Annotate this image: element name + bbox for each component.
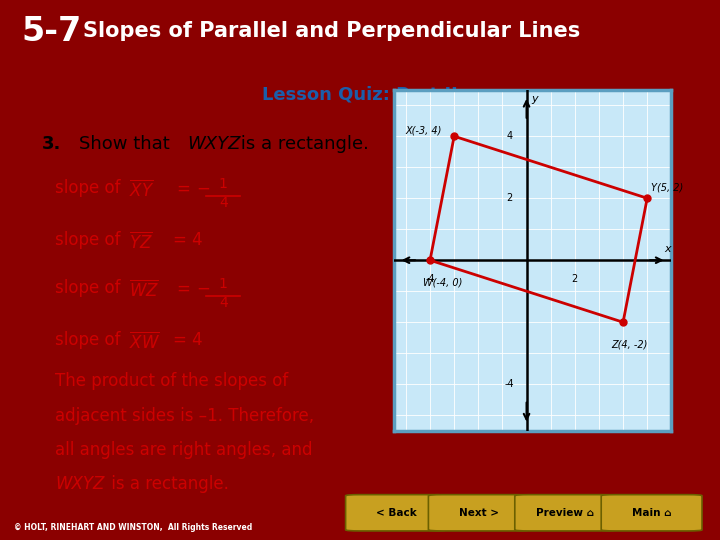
Text: -4: -4 [505,379,515,389]
Text: WXYZ: WXYZ [187,136,241,153]
Text: The product of the slopes of: The product of the slopes of [55,373,289,390]
Text: $= -$: $= -$ [173,279,210,297]
Text: © HOLT, RINEHART AND WINSTON,  All Rights Reserved: © HOLT, RINEHART AND WINSTON, All Rights… [14,523,253,532]
Text: y: y [531,94,538,104]
Text: is a rectangle.: is a rectangle. [235,136,369,153]
Text: slope of: slope of [55,231,126,249]
Text: X(-3, 4): X(-3, 4) [406,125,442,135]
Text: 4: 4 [507,131,513,141]
Text: 1: 1 [219,277,228,291]
Text: adjacent sides is –1. Therefore,: adjacent sides is –1. Therefore, [55,407,315,424]
Text: Next >: Next > [459,508,499,518]
Text: all angles are right angles, and: all angles are right angles, and [55,441,313,458]
Text: 1: 1 [219,177,228,191]
Text: Lesson Quiz: Part II: Lesson Quiz: Part II [262,85,458,104]
FancyBboxPatch shape [515,495,616,531]
Text: slope of: slope of [55,331,126,349]
FancyBboxPatch shape [601,495,702,531]
Text: 2: 2 [507,193,513,203]
Text: 2: 2 [572,274,578,284]
Text: 4: 4 [219,196,228,210]
Text: = 4: = 4 [173,231,202,249]
Text: $= -$: $= -$ [173,179,210,197]
Text: WXYZ: WXYZ [55,475,105,493]
Text: -4: -4 [426,274,435,284]
Text: Slopes of Parallel and Perpendicular Lines: Slopes of Parallel and Perpendicular Lin… [83,21,580,41]
Text: $\overline{\mathit{WZ}}$: $\overline{\mathit{WZ}}$ [129,279,158,300]
Text: 4: 4 [219,295,228,309]
Text: $\overline{\mathit{XY}}$: $\overline{\mathit{XY}}$ [129,179,154,200]
Text: Z(4, -2): Z(4, -2) [611,339,647,349]
Text: 5-7: 5-7 [22,15,82,48]
FancyBboxPatch shape [346,495,446,531]
Text: slope of: slope of [55,179,126,197]
Text: x: x [664,245,671,254]
Text: < Back: < Back [376,508,416,518]
Text: is a rectangle.: is a rectangle. [106,475,228,493]
Text: Preview ⌂: Preview ⌂ [536,508,594,518]
FancyBboxPatch shape [428,495,529,531]
Text: Main ⌂: Main ⌂ [632,508,671,518]
Text: 3.: 3. [42,136,61,153]
Text: Show that: Show that [79,136,176,153]
Text: $\overline{\mathit{YZ}}$: $\overline{\mathit{YZ}}$ [129,231,153,252]
Text: W(-4, 0): W(-4, 0) [423,277,462,287]
Text: Y(5, 2): Y(5, 2) [651,183,683,192]
Text: = 4: = 4 [173,331,202,349]
Text: $\overline{\mathit{XW}}$: $\overline{\mathit{XW}}$ [129,331,160,352]
Text: slope of: slope of [55,279,126,297]
